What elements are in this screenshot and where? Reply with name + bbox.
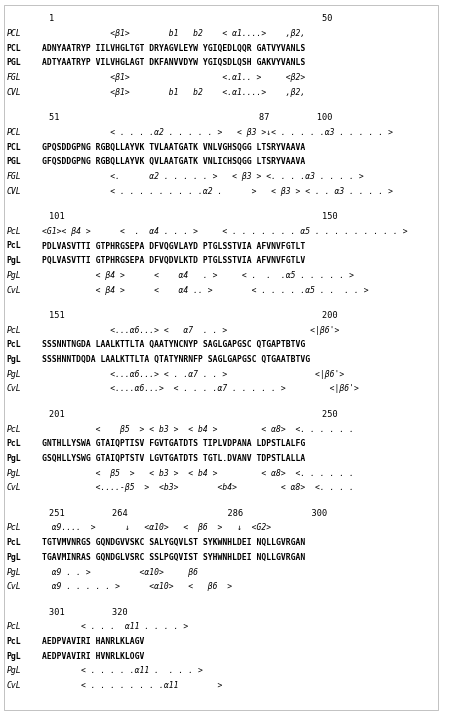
Text: PgL: PgL bbox=[7, 370, 21, 379]
Text: 51                                      87         100: 51 87 100 bbox=[7, 113, 332, 122]
Text: PQLVASVTTI GTPHRGSEPA DFVQDVLKTD PTGLSSTVIA AFVNVFGTLV: PQLVASVTTI GTPHRGSEPA DFVQDVLKTD PTGLSST… bbox=[42, 256, 305, 265]
Text: <β1>                   <.α1.. >     <β2>: <β1> <.α1.. > <β2> bbox=[42, 73, 305, 82]
Text: PGL: PGL bbox=[7, 157, 21, 166]
Text: PcL: PcL bbox=[7, 340, 21, 350]
Text: CvL: CvL bbox=[7, 681, 21, 690]
Text: TGTVMVNRGS GQNDGVVSKC SALYGQVLST SYKWNHLDEI NQLLGVRGAN: TGTVMVNRGS GQNDGVVSKC SALYGQVLST SYKWNHL… bbox=[42, 538, 305, 547]
Text: GNTHLLYSWA GTAIQPTISV FGVTGATDTS TIPLVDPANA LDPSTLALFG: GNTHLLYSWA GTAIQPTISV FGVTGATDTS TIPLVDP… bbox=[42, 439, 305, 448]
Text: CvL: CvL bbox=[7, 483, 21, 493]
Text: <...α6...> < . .α7 . . >                  <|β6'>: <...α6...> < . .α7 . . > <|β6'> bbox=[42, 370, 344, 379]
Text: 301         320: 301 320 bbox=[7, 608, 128, 616]
Text: < β4 >      <    α4   . >     < .  .  .α5 . . . . . >: < β4 > < α4 . > < . . .α5 . . . . . > bbox=[42, 271, 354, 280]
Text: <....-β5  >  <b3>        <b4>         < α8>  <. . . .: <....-β5 > <b3> <b4> < α8> <. . . . bbox=[42, 483, 354, 493]
Text: PgL: PgL bbox=[7, 454, 21, 463]
Text: α9 . . . . . >      <α10>   <   β6  >: α9 . . . . . > <α10> < β6 > bbox=[42, 582, 232, 591]
Text: ADNYAATRYP IILVHGLTGT DRYAGVLEYW YGIQEDLQQR GATVYVANLS: ADNYAATRYP IILVHGLTGT DRYAGVLEYW YGIQEDL… bbox=[42, 44, 305, 53]
Text: PcL: PcL bbox=[7, 325, 21, 335]
Text: <β1>        b1   b2    <.α1....>    ,β2,: <β1> b1 b2 <.α1....> ,β2, bbox=[42, 88, 305, 97]
Text: 101                                                 150: 101 150 bbox=[7, 212, 337, 221]
Text: < . . .  α11 . . . . >: < . . . α11 . . . . > bbox=[42, 622, 188, 631]
Text: PgL: PgL bbox=[7, 256, 21, 265]
Text: AEDPVAVIRI HANRLKLAGV: AEDPVAVIRI HANRLKLAGV bbox=[42, 637, 144, 646]
Text: PcL: PcL bbox=[7, 523, 21, 533]
Text: PgL: PgL bbox=[7, 568, 21, 576]
Text: PcL: PcL bbox=[7, 538, 21, 547]
Text: PcL: PcL bbox=[7, 439, 21, 448]
Text: GSQHLLYSWG GTAIQPTSTV LGVTGATDTS TGTL.DVANV TDPSTLALLA: GSQHLLYSWG GTAIQPTSTV LGVTGATDTS TGTL.DV… bbox=[42, 454, 305, 463]
Text: PcL: PcL bbox=[7, 227, 21, 236]
Text: 251         264                   286             300: 251 264 286 300 bbox=[7, 508, 327, 518]
Text: PcL: PcL bbox=[7, 637, 21, 646]
Text: AEDPVAVIRI HVNRLKLOGV: AEDPVAVIRI HVNRLKLOGV bbox=[42, 651, 144, 661]
Text: FGL: FGL bbox=[7, 73, 21, 82]
Text: 1                                                   50: 1 50 bbox=[7, 14, 332, 23]
Text: <....α6...>  < . . . .α7 . . . . . >         <|β6'>: <....α6...> < . . . .α7 . . . . . > <|β6… bbox=[42, 385, 359, 393]
Text: ADTYAATRYP VILVHGLAGT DKFANVVDYW YGIQSDLQSH GAKVYVANLS: ADTYAATRYP VILVHGLAGT DKFANVVDYW YGIQSDL… bbox=[42, 59, 305, 67]
Text: < . . . . . . . .α11        >: < . . . . . . . .α11 > bbox=[42, 681, 222, 690]
Text: <    β5  > < b3 >  < b4 >         < α8>  <. . . . . .: < β5 > < b3 > < b4 > < α8> <. . . . . . bbox=[42, 425, 354, 433]
Text: PCL: PCL bbox=[7, 44, 21, 53]
Text: PcL: PcL bbox=[7, 242, 21, 250]
Text: 151                                                 200: 151 200 bbox=[7, 311, 337, 320]
Text: GPQSDDGPNG RGBQLLAYVK TVLAATGATK VNLVGHSQGG LTSRYVAAVA: GPQSDDGPNG RGBQLLAYVK TVLAATGATK VNLVGHS… bbox=[42, 142, 305, 152]
Text: < . . . .α2 . . . . . >   < β3 >↓< . . . . .α3 . . . . . >: < . . . .α2 . . . . . > < β3 >↓< . . . .… bbox=[42, 128, 393, 137]
Text: PgL: PgL bbox=[7, 666, 21, 676]
Text: CvL: CvL bbox=[7, 582, 21, 591]
Text: α9 . . >          <α10>     β6: α9 . . > <α10> β6 bbox=[42, 568, 198, 576]
Text: PcL: PcL bbox=[7, 425, 21, 433]
Text: PgL: PgL bbox=[7, 468, 21, 478]
Text: SSSNNTNGDA LAALKTTLTA QAATYNCNYP SAGLGAPGSC QTGAPTBTVG: SSSNNTNGDA LAALKTTLTA QAATYNCNYP SAGLGAP… bbox=[42, 340, 305, 350]
Text: PCL: PCL bbox=[7, 142, 21, 152]
Text: CVL: CVL bbox=[7, 88, 21, 97]
Text: PgL: PgL bbox=[7, 651, 21, 661]
Text: <...α6...> <   α7  . . >                 <|β6'>: <...α6...> < α7 . . > <|β6'> bbox=[42, 325, 339, 335]
Text: PDLVASVTTI GTPHRGSEPA DFVQGVLAYD PTGLSSTVIA AFVNVFGTLT: PDLVASVTTI GTPHRGSEPA DFVQGVLAYD PTGLSST… bbox=[42, 242, 305, 250]
Text: < . . . . . . . . .α2 .      >   < β3 > < . . α3 . . . . >: < . . . . . . . . .α2 . > < β3 > < . . α… bbox=[42, 187, 393, 196]
Text: <G1>< β4 >      <  .  α4 . . . >     < . . . . . . . α5 . . . . . . . . . >: <G1>< β4 > < . α4 . . . > < . . . . . . … bbox=[42, 227, 408, 236]
Text: CvL: CvL bbox=[7, 285, 21, 295]
Text: < β4 >      <    α4 .. >        < . . . . .α5 . .  . . >: < β4 > < α4 .. > < . . . . .α5 . . . . > bbox=[42, 285, 368, 295]
Text: PGL: PGL bbox=[7, 59, 21, 67]
Text: <  β5  >   < b3 >  < b4 >         < α8>  <. . . . . .: < β5 > < b3 > < b4 > < α8> <. . . . . . bbox=[42, 468, 354, 478]
Text: PgL: PgL bbox=[7, 271, 21, 280]
Text: GFQSDDGPNG RGBQLLAYVK QVLAATGATK VNLICHSQGG LTSRYVAAVA: GFQSDDGPNG RGBQLLAYVK QVLAATGATK VNLICHS… bbox=[42, 157, 305, 166]
Text: <β1>        b1   b2    < α1....>    ,β2,: <β1> b1 b2 < α1....> ,β2, bbox=[42, 29, 305, 38]
Text: PCL: PCL bbox=[7, 128, 21, 137]
Text: < . . . . .α11 .  . . . >: < . . . . .α11 . . . . > bbox=[42, 666, 203, 676]
Text: PCL: PCL bbox=[7, 29, 21, 38]
Text: FGL: FGL bbox=[7, 172, 21, 181]
Text: PcL: PcL bbox=[7, 622, 21, 631]
Text: SSSHNNTDQDA LAALKTTLTA QTATYNRNFP SAGLGAPGSC QTGAATBTVG: SSSHNNTDQDA LAALKTTLTA QTATYNRNFP SAGLGA… bbox=[42, 355, 310, 364]
Text: <.      α2 . . . . . >   < β3 > <. . . .α3 . . . . >: <. α2 . . . . . > < β3 > <. . . .α3 . . … bbox=[42, 172, 364, 181]
Text: PgL: PgL bbox=[7, 553, 21, 562]
Text: α9....  >      ↓   <α10>   <  β6  >   ↓  <G2>: α9.... > ↓ <α10> < β6 > ↓ <G2> bbox=[42, 523, 271, 533]
Text: CvL: CvL bbox=[7, 385, 21, 393]
Text: CVL: CVL bbox=[7, 187, 21, 196]
Text: TGAVMINRAS GQNDGLVSRC SSLPGQVIST SYHWNHLDEI NQLLGVRGAN: TGAVMINRAS GQNDGLVSRC SSLPGQVIST SYHWNHL… bbox=[42, 553, 305, 562]
Text: PgL: PgL bbox=[7, 355, 21, 364]
Text: 201                                                 250: 201 250 bbox=[7, 410, 337, 419]
